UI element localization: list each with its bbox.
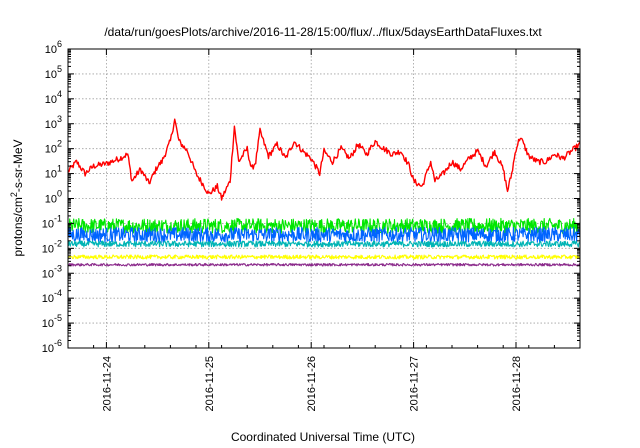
y-tick-label: 102 (45, 139, 62, 156)
x-tick-label: 2016-11-28 (511, 356, 523, 411)
ticks (67, 48, 581, 349)
x-tick-label: 2016-11-25 (204, 356, 216, 411)
series-line-5 (67, 254, 581, 260)
y-axis-title: protons/cm2-s-sr-MeV (9, 139, 25, 256)
y-tick-label: 10-6 (42, 338, 62, 355)
y-axis-title-suffix: -s-sr-MeV (11, 139, 25, 192)
chart-title: /data/run/goesPlots/archive/2016-11-28/1… (104, 25, 542, 39)
series-layer (67, 118, 581, 267)
y-tick-label: 100 (45, 189, 62, 206)
x-tick-label: 2016-11-24 (101, 356, 113, 411)
y-tick-labels: 10-6 10-5 10-4 10-3 10-2 10-1 100 101 102 103 104 1… (42, 39, 62, 355)
x-tick-label: 2016-11-26 (306, 356, 318, 411)
x-axis-title: Coordinated Universal Time (UTC) (231, 430, 415, 444)
y-tick-label: 105 (45, 64, 62, 81)
y-axis-title-prefix: protons/cm (11, 197, 25, 256)
x-tick-label: 2016-11-27 (409, 356, 421, 411)
y-tick-label: 10-3 (42, 263, 62, 280)
y-tick-label: 10-2 (42, 238, 62, 255)
series-line-1 (67, 118, 581, 201)
series-line-3 (67, 226, 581, 243)
y-tick-label: 101 (45, 164, 62, 181)
y-axis-title-superscript: 2 (9, 192, 19, 197)
y-tick-label: 10-5 (42, 313, 62, 330)
series-line-2 (67, 217, 581, 234)
series-line-6 (67, 262, 581, 267)
grid (68, 49, 580, 348)
x-tick-labels: 2016-11-24 2016-11-25 2016-11-26 2016-11-27… (101, 356, 523, 411)
series-line-4 (67, 240, 581, 248)
y-tick-label: 10-1 (42, 213, 62, 230)
y-tick-label: 104 (45, 89, 62, 106)
y-tick-label: 103 (45, 114, 62, 131)
y-tick-label: 10-4 (42, 288, 62, 305)
y-tick-label: 106 (45, 39, 62, 56)
